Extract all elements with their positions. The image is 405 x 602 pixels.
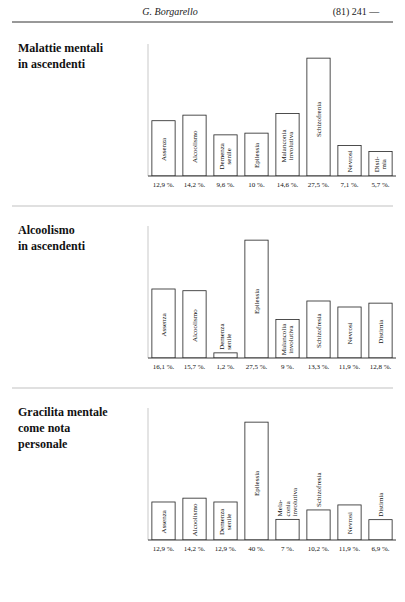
chart-panel: Alcoolismoin ascendenti Assenza 16,1 %. Alc… [18, 223, 396, 371]
bar [245, 133, 268, 176]
bar [152, 121, 175, 176]
bar [276, 319, 299, 358]
category-label: Nevrosi [346, 150, 354, 172]
bar [183, 291, 206, 358]
bar [152, 502, 175, 540]
data-label: 1,2 %. [216, 363, 234, 371]
category-label: Schizofresia [315, 312, 323, 347]
bar [152, 289, 175, 358]
x-axis-line [148, 358, 396, 359]
data-label: 11,9 %. [339, 545, 361, 553]
data-label: 27,5 %. [308, 181, 330, 189]
bar [214, 353, 237, 358]
data-label: 12,9 %. [215, 545, 237, 553]
data-label: 7 %. [281, 545, 294, 553]
bar [245, 422, 268, 540]
bar [276, 113, 299, 176]
category-label: Demenzasenile [218, 508, 234, 535]
category-label: Schizofresia [315, 471, 323, 506]
category-label: Malanconiainvolutiva [280, 129, 296, 163]
figure: G. Borgarello (81) 241 — Malattie mentalii… [0, 0, 405, 602]
category-label: Distimia [377, 492, 385, 517]
chart-title: Alcoolismoin ascendenti [18, 223, 86, 253]
category-label: Alcoolismo [191, 130, 199, 163]
category-label: Epilessia [253, 470, 261, 496]
bars [152, 240, 392, 358]
data-label: 16,1 %. [153, 363, 175, 371]
data-label: 15,7 %. [184, 363, 206, 371]
y-axis-line [148, 44, 149, 176]
data-label: 27,5 %. [246, 363, 268, 371]
category-label: Alcoolismo [191, 503, 199, 536]
category-label: Demenzasenile [218, 142, 234, 169]
data-label: 7,1 %. [340, 181, 358, 189]
data-label: 11,9 %. [339, 363, 361, 371]
category-label: Alcoolismo [191, 309, 199, 342]
bar [338, 505, 361, 540]
data-label: 9,6 %. [216, 181, 234, 189]
divider [12, 206, 393, 207]
header-rule [12, 22, 393, 23]
chart-title: Malattie mentaliin ascendenti [18, 41, 104, 71]
category-label: Disti-mia [373, 156, 389, 173]
category-label: Epilessia [253, 142, 261, 168]
data-label: 12,9 %. [153, 545, 175, 553]
y-axis-line [148, 408, 149, 540]
bar [307, 58, 330, 176]
category-label: Assenza [160, 312, 168, 336]
bars [152, 422, 392, 540]
bar [369, 520, 392, 540]
chart-panel: Gracilita mentalecome notapersonale Assen… [18, 405, 396, 553]
data-label: 6,9 %. [371, 545, 389, 553]
y-axis-line [148, 226, 149, 358]
category-label: Malancoliainvolutiva [280, 323, 296, 355]
category-label: Nevrosi [346, 322, 354, 344]
category-label: Demenzasenile [218, 323, 234, 350]
bar [338, 307, 361, 358]
category-label: Epilessia [253, 288, 261, 314]
data-label: 14,2 %. [184, 545, 206, 553]
bar [183, 115, 206, 176]
data-label: 9 %. [281, 363, 294, 371]
bar [183, 498, 206, 540]
data-label: 12,8 %. [370, 363, 392, 371]
chart-panel: Malattie mentaliin ascendenti Assenza 12,9… [18, 41, 396, 189]
data-label: 12,9 %. [153, 181, 175, 189]
data-label: 13,3 %. [308, 363, 330, 371]
category-label: Nevrosi [346, 512, 354, 534]
bar [369, 303, 392, 358]
category-label: Distimia [377, 319, 385, 344]
bar [214, 135, 237, 176]
data-label: 14,2 %. [184, 181, 206, 189]
header-text: G. Borgarello [142, 6, 197, 17]
category-label: Assenza [160, 137, 168, 161]
category-label: Mela-coniainvolutiva [276, 487, 299, 516]
bar [307, 510, 330, 540]
x-axis-line [148, 176, 396, 177]
x-axis-line [148, 540, 396, 541]
bar [307, 301, 330, 358]
data-label: 10,2 %. [308, 545, 330, 553]
category-label: Assenza [160, 509, 168, 533]
bar [214, 502, 237, 540]
bar [338, 146, 361, 176]
data-label: 40 %. [248, 545, 265, 553]
data-label: 10 %. [248, 181, 265, 189]
data-label: 5,7 %. [371, 181, 389, 189]
data-label: 14,6 %. [277, 181, 299, 189]
chart-title: Gracilita mentalecome notapersonale [18, 405, 108, 451]
header-text: (81) 241 — [333, 6, 381, 18]
bars [152, 58, 392, 176]
bar [245, 240, 268, 358]
category-label: Schizofrenia [315, 101, 323, 137]
bar [276, 519, 299, 540]
divider [12, 388, 393, 389]
bar [369, 152, 392, 176]
